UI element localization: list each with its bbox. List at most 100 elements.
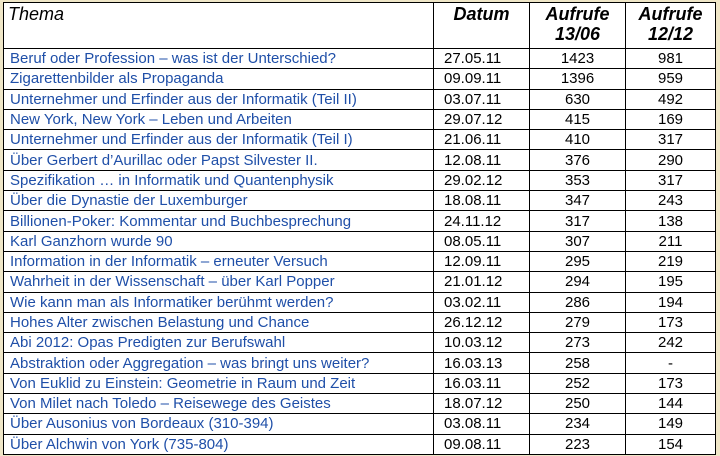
views-1306: 415 — [529, 108, 626, 131]
views-1306: 294 — [529, 271, 626, 293]
article-date: 03.08.11 — [433, 413, 530, 435]
views-1212: 169 — [625, 108, 716, 131]
article-title-link[interactable]: Wie kann man als Informatiker berühmt we… — [3, 291, 434, 313]
views-1212: 195 — [625, 271, 716, 293]
views-1306: 353 — [529, 169, 626, 192]
article-date: 03.07.11 — [433, 88, 530, 110]
header-aufrufe-1306-line2: 13/06 — [554, 24, 601, 44]
views-1212: - — [625, 352, 716, 374]
table-row: Zigarettenbilder als Propaganda 09.09.11 1… — [3, 68, 716, 90]
article-date: 18.08.11 — [433, 190, 530, 212]
header-datum: Datum — [433, 2, 530, 49]
article-title-link[interactable]: Unternehmer und Erfinder aus der Informa… — [3, 129, 434, 151]
table-body: Beruf oder Profession – was ist der Unte… — [3, 47, 716, 455]
views-1306: 295 — [529, 250, 626, 273]
views-1212: 317 — [625, 129, 716, 151]
article-title-link[interactable]: Über Alchwin von York (735-804) — [3, 433, 434, 455]
views-1306: 234 — [529, 413, 626, 435]
table-row: Karl Ganzhorn wurde 90 08.05.11 307 211 — [3, 230, 716, 252]
views-1212: 194 — [625, 291, 716, 313]
article-title-link[interactable]: Unternehmer und Erfinder aus der Informa… — [3, 88, 434, 110]
table-row: Wie kann man als Informatiker berühmt we… — [3, 291, 716, 313]
table-row: Abi 2012: Opas Predigten zur Berufswahl 1… — [3, 332, 716, 354]
views-1306: 250 — [529, 393, 626, 415]
article-title-link[interactable]: Zigarettenbilder als Propaganda — [3, 68, 434, 90]
article-date: 09.09.11 — [433, 68, 530, 90]
article-title-link[interactable]: Von Milet nach Toledo – Reisewege des Ge… — [3, 393, 434, 415]
header-aufrufe-1212-line2: 12/12 — [647, 24, 694, 44]
views-1212: 154 — [625, 433, 716, 455]
article-title-link[interactable]: Wahrheit in der Wissenschaft – über Karl… — [3, 271, 434, 293]
views-1306: 347 — [529, 190, 626, 212]
article-date: 21.06.11 — [433, 129, 530, 151]
table-row: Von Milet nach Toledo – Reisewege des Ge… — [3, 393, 716, 415]
table-row: Spezifikation … in Informatik und Quante… — [3, 169, 716, 192]
header-aufrufe-1212-line1: Aufrufe — [638, 4, 703, 24]
table-row: Billionen-Poker: Kommentar und Buchbespr… — [3, 210, 716, 232]
views-1306: 630 — [529, 88, 626, 110]
article-date: 21.01.12 — [433, 271, 530, 293]
views-1212: 149 — [625, 413, 716, 435]
article-date: 24.11.12 — [433, 210, 530, 232]
article-date: 26.12.12 — [433, 311, 530, 334]
article-date: 16.03.11 — [433, 372, 530, 395]
table-row: Unternehmer und Erfinder aus der Informa… — [3, 129, 716, 151]
views-1212: 219 — [625, 250, 716, 273]
table-row: Von Euklid zu Einstein: Geometrie in Rau… — [3, 372, 716, 395]
article-date: 16.03.13 — [433, 352, 530, 374]
views-1212: 959 — [625, 68, 716, 90]
views-1212: 138 — [625, 210, 716, 232]
article-date: 18.07.12 — [433, 393, 530, 415]
views-1212: 290 — [625, 149, 716, 171]
views-1306: 279 — [529, 311, 626, 334]
article-title-link[interactable]: Von Euklid zu Einstein: Geometrie in Rau… — [3, 372, 434, 395]
views-1306: 410 — [529, 129, 626, 151]
article-title-link[interactable]: Spezifikation … in Informatik und Quante… — [3, 169, 434, 192]
views-1306: 252 — [529, 372, 626, 395]
views-1212: 211 — [625, 230, 716, 252]
views-1212: 492 — [625, 88, 716, 110]
article-date: 10.03.12 — [433, 332, 530, 354]
views-1306: 273 — [529, 332, 626, 354]
article-title-link[interactable]: Karl Ganzhorn wurde 90 — [3, 230, 434, 252]
article-title-link[interactable]: Hohes Alter zwischen Belastung und Chanc… — [3, 311, 434, 334]
views-1212: 317 — [625, 169, 716, 192]
article-title-link[interactable]: Über Ausonius von Bordeaux (310-394) — [3, 413, 434, 435]
article-date: 12.08.11 — [433, 149, 530, 171]
views-1306: 286 — [529, 291, 626, 313]
article-title-link[interactable]: Abstraktion oder Aggregation – was bring… — [3, 352, 434, 374]
article-title-link[interactable]: Über die Dynastie der Luxemburger — [3, 190, 434, 212]
header-row: Thema Datum Aufrufe 13/06 Aufrufe 12/12 — [3, 2, 716, 49]
header-aufrufe-1212: Aufrufe 12/12 — [625, 2, 716, 49]
views-1212: 242 — [625, 332, 716, 354]
views-1212: 173 — [625, 372, 716, 395]
table-row: Unternehmer und Erfinder aus der Informa… — [3, 88, 716, 110]
views-1306: 307 — [529, 230, 626, 252]
article-date: 12.09.11 — [433, 250, 530, 273]
article-title-link[interactable]: Über Gerbert d’Aurillac oder Papst Silve… — [3, 149, 434, 171]
article-date: 03.02.11 — [433, 291, 530, 313]
header-thema: Thema — [3, 2, 434, 49]
article-date: 29.02.12 — [433, 169, 530, 192]
article-title-link[interactable]: Information in der Informatik – erneuter… — [3, 250, 434, 273]
article-title-link[interactable]: Beruf oder Profession – was ist der Unte… — [3, 47, 434, 70]
article-date: 08.05.11 — [433, 230, 530, 252]
article-title-link[interactable]: Billionen-Poker: Kommentar und Buchbespr… — [3, 210, 434, 232]
views-1306: 258 — [529, 352, 626, 374]
header-aufrufe-1306-line1: Aufrufe — [545, 4, 610, 24]
table-row: Information in der Informatik – erneuter… — [3, 250, 716, 273]
views-1212: 144 — [625, 393, 716, 415]
table-row: New York, New York – Leben und Arbeiten 2… — [3, 108, 716, 131]
article-title-link[interactable]: Abi 2012: Opas Predigten zur Berufswahl — [3, 332, 434, 354]
table-row: Abstraktion oder Aggregation – was bring… — [3, 352, 716, 374]
views-1306: 1423 — [529, 47, 626, 70]
views-1212: 173 — [625, 311, 716, 334]
article-title-link[interactable]: New York, New York – Leben und Arbeiten — [3, 108, 434, 131]
articles-table: Thema Datum Aufrufe 13/06 Aufrufe 12/12 … — [3, 2, 716, 455]
article-date: 09.08.11 — [433, 433, 530, 455]
views-1306: 317 — [529, 210, 626, 232]
table-row: Wahrheit in der Wissenschaft – über Karl… — [3, 271, 716, 293]
table-row: Über Alchwin von York (735-804) 09.08.11 2… — [3, 433, 716, 455]
views-1306: 376 — [529, 149, 626, 171]
